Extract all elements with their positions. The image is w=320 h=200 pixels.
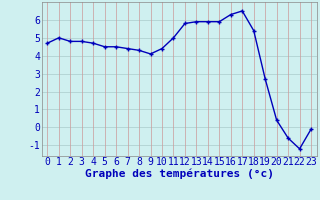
X-axis label: Graphe des températures (°c): Graphe des températures (°c) [85,169,274,179]
